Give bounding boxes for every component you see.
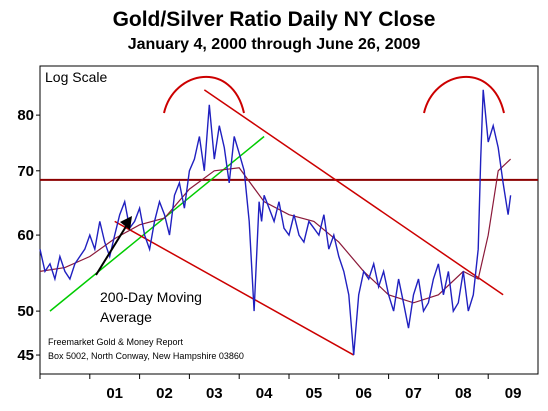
ma-annotation-line1: 200-Day Moving — [100, 289, 202, 305]
ma-annotation-line2: Average — [100, 309, 152, 325]
x-tick-label: 04 — [256, 385, 273, 402]
series-daily-line — [39, 89, 512, 356]
trend-line-2 — [203, 89, 504, 296]
trend-line-1 — [49, 135, 265, 312]
y-tick-label: 80 — [17, 107, 34, 124]
arc-2003-marker — [163, 75, 245, 114]
series-moving-average-line — [39, 158, 512, 304]
trend-line-3 — [114, 220, 355, 356]
source-line2: Box 5002, North Conway, New Hampshire 03… — [48, 351, 244, 361]
plot-frame — [39, 65, 539, 375]
annotation-arrow — [95, 219, 131, 276]
x-tick-label: 01 — [106, 385, 123, 402]
source-line1: Freemarket Gold & Money Report — [48, 337, 184, 347]
y-tick-label: 70 — [17, 163, 34, 180]
y-tick-label: 45 — [17, 347, 34, 364]
x-tick-label: 09 — [505, 385, 522, 402]
arrow-head — [120, 216, 132, 230]
y-tick-label: 60 — [17, 227, 34, 244]
log-scale-label: Log Scale — [45, 69, 107, 85]
x-tick-label: 05 — [306, 385, 323, 402]
x-tick-label: 03 — [206, 385, 223, 402]
x-tick-label: 02 — [156, 385, 173, 402]
x-tick-label: 08 — [455, 385, 472, 402]
x-tick-label: 06 — [355, 385, 372, 402]
y-tick-label: 50 — [17, 303, 34, 320]
arc-2009-marker — [423, 75, 505, 114]
chart-title: Gold/Silver Ratio Daily NY Close — [112, 8, 436, 31]
chart-subtitle: January 4, 2000 through June 26, 2009 — [127, 36, 421, 53]
x-tick-label: 07 — [405, 385, 422, 402]
